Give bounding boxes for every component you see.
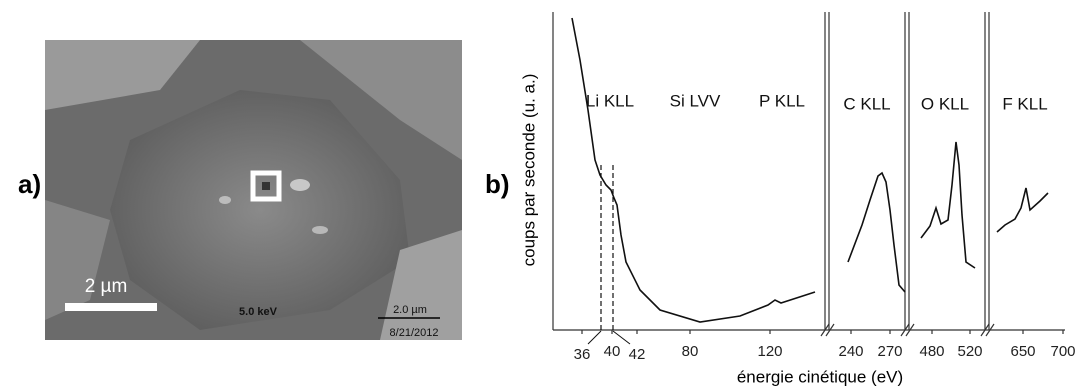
peak-annotation: Li KLL bbox=[586, 91, 634, 110]
micro-bar: 2.0 µm bbox=[393, 304, 427, 316]
y-axis-label: coups par seconde (u. a.) bbox=[519, 74, 538, 267]
x-tick-label: 40 bbox=[604, 343, 621, 360]
x-tick-label: 80 bbox=[682, 343, 699, 360]
peak-annotation: C KLL bbox=[843, 94, 890, 113]
scale-bar-label: 2 µm bbox=[85, 276, 128, 297]
x-tick-label: 120 bbox=[757, 343, 782, 360]
spectrum bbox=[571, 17, 1049, 345]
peak-annotation: Si LVV bbox=[670, 91, 721, 110]
peak-annotation: P KLL bbox=[759, 91, 805, 110]
voltage: 5.0 keV bbox=[239, 306, 278, 318]
x-axis-label: énergie cinétique (eV) bbox=[737, 367, 903, 386]
panel-label: a) bbox=[18, 169, 41, 199]
sem-image bbox=[45, 40, 462, 340]
x-tick-label: 270 bbox=[877, 343, 902, 360]
panel-label: b) bbox=[485, 169, 510, 199]
x-tick-label: 36 bbox=[574, 346, 591, 363]
axes bbox=[552, 12, 1065, 337]
x-tick-label: 650 bbox=[1010, 343, 1035, 360]
peak-annotation: O KLL bbox=[921, 94, 969, 113]
x-tick-label: 42 bbox=[629, 346, 646, 363]
x-tick-label: 700 bbox=[1050, 343, 1075, 360]
date: 8/21/2012 bbox=[390, 327, 439, 339]
x-tick-label: 240 bbox=[838, 343, 863, 360]
x-tick-label: 520 bbox=[957, 343, 982, 360]
x-tick-label: 480 bbox=[919, 343, 944, 360]
peak-annotation: F KLL bbox=[1002, 94, 1047, 113]
